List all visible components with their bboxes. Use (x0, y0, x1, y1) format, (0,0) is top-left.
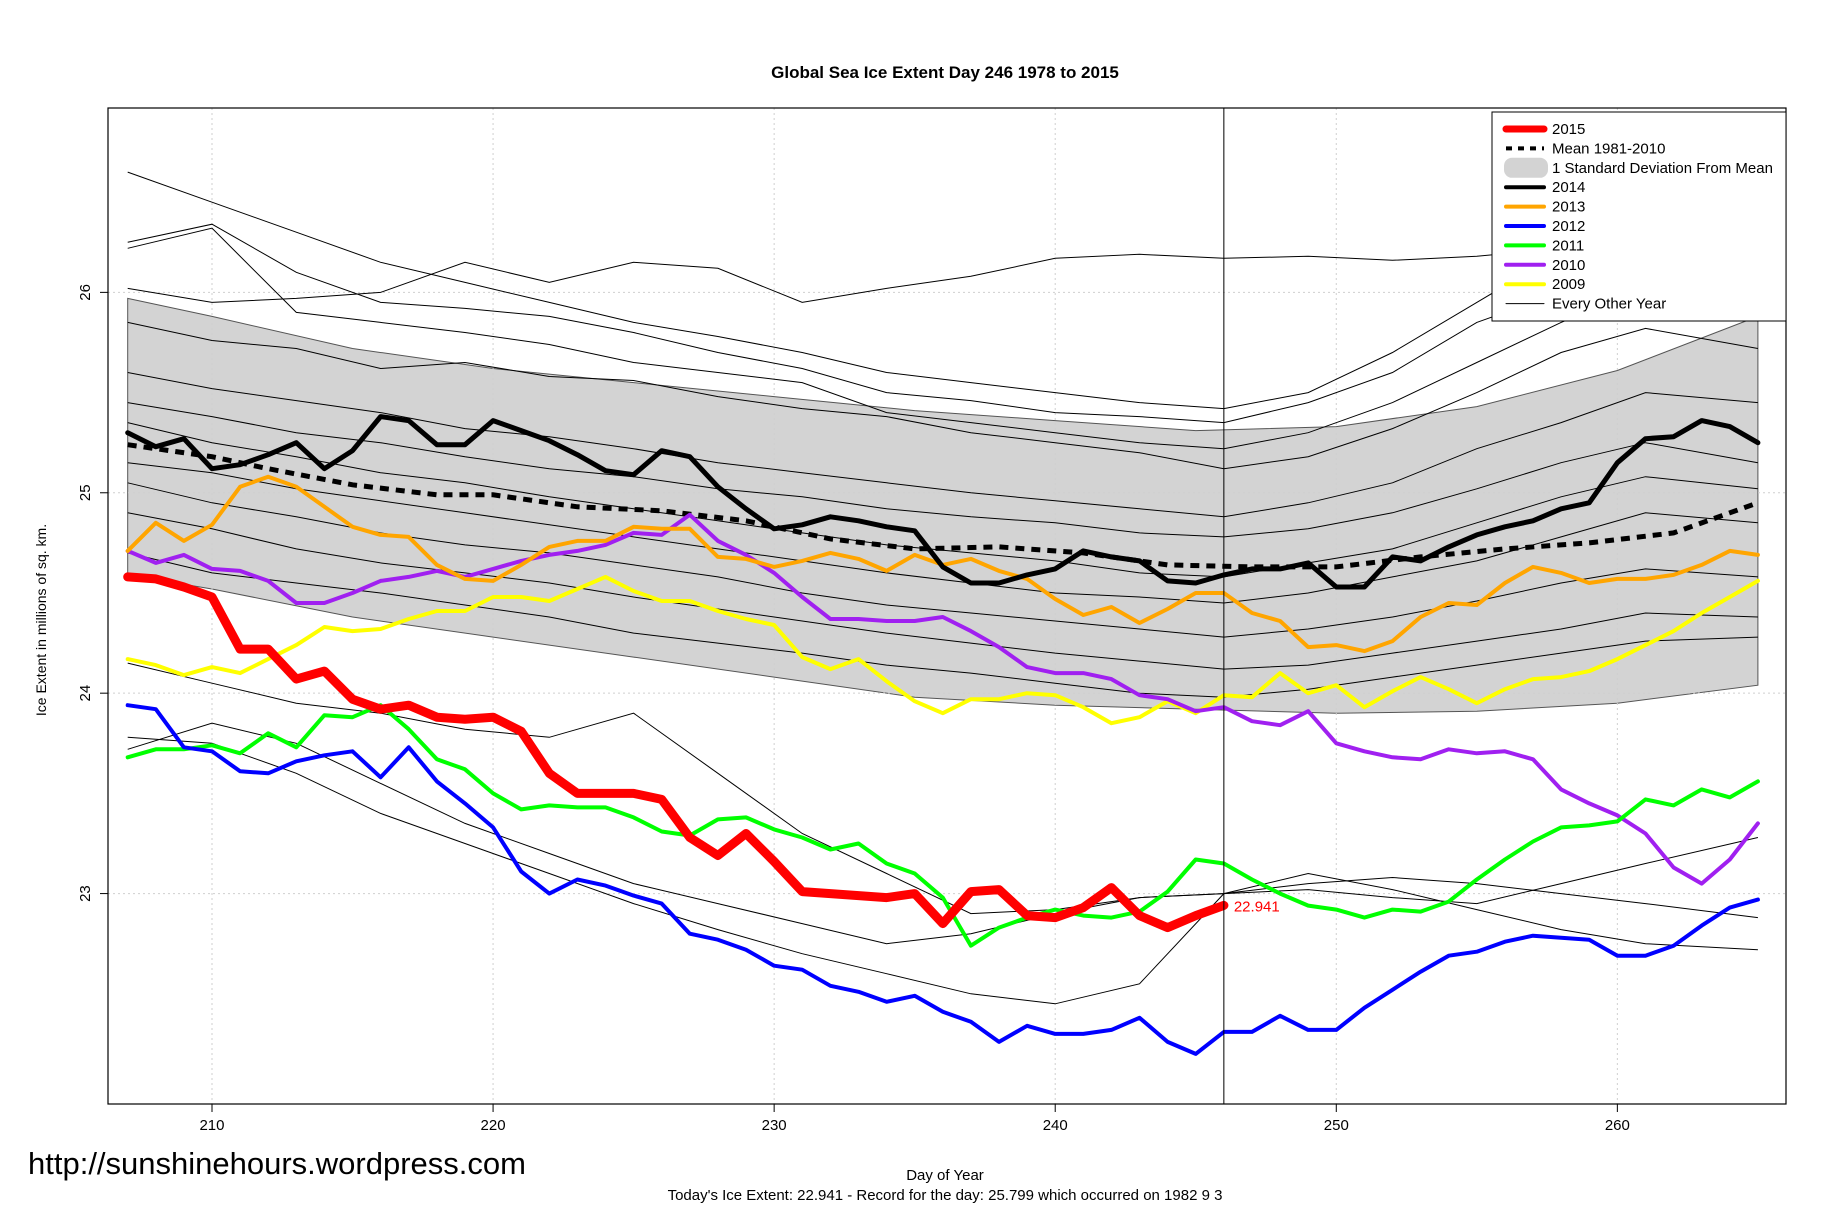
series-line-other-year (127, 552, 1758, 698)
y-tick-label: 26 (77, 284, 94, 301)
x-tick-label: 210 (199, 1117, 224, 1134)
x-axis-label: Day of Year (906, 1167, 984, 1184)
legend-label: 2015 (1552, 121, 1585, 138)
today-value-label: 22.941 (1234, 898, 1280, 915)
legend-label: 2011 (1552, 237, 1584, 254)
legend-label: 2010 (1552, 257, 1585, 274)
series-line-other-year (127, 147, 1759, 410)
chart-title: Global Sea Ice Extent Day 246 1978 to 20… (771, 63, 1119, 82)
series-line-other-year (127, 159, 1759, 424)
x-tick-label: 230 (762, 1117, 787, 1134)
legend-label: 2012 (1552, 218, 1585, 235)
footer-url[interactable]: http://sunshinehours.wordpress.com (28, 1146, 526, 1181)
series-line-other-year (127, 462, 1758, 604)
chart-subtitle: Today's Ice Extent: 22.941 - Record for … (668, 1187, 1223, 1204)
legend-label: 1 Standard Deviation From Mean (1552, 160, 1773, 177)
plot-area: 22.941 210 220 230 240 250 260 23 24 25 26 (77, 107, 1787, 1134)
series-line-2009 (125, 574, 1760, 726)
series-line-other-year (127, 512, 1758, 670)
legend-swatch (1504, 157, 1548, 178)
y-axis-label: Ice Extent in millions of sq. km. (33, 524, 49, 716)
std-dev-band (127, 297, 1759, 714)
legend-label: 2009 (1552, 276, 1585, 293)
x-tick-label: 250 (1324, 1117, 1349, 1134)
legend-label: 2013 (1552, 199, 1585, 216)
legend-label: 2014 (1552, 179, 1585, 196)
y-tick-label: 24 (77, 685, 94, 702)
series-line-other-year (127, 372, 1758, 518)
series-line-other-year (127, 402, 1758, 538)
x-tick-label: 220 (481, 1117, 506, 1134)
series-line-other-year (127, 736, 1758, 1005)
legend: 2015 Mean 1981-2010 1 Standard Deviation F… (1491, 111, 1787, 322)
series-line-2012 (125, 703, 1760, 1056)
series-line-other-year (127, 227, 1758, 450)
y-tick-label: 23 (77, 885, 94, 902)
legend-label: Mean 1981-2010 (1552, 140, 1665, 157)
series-line-2014 (125, 414, 1761, 590)
series-line-2010 (125, 512, 1760, 886)
series-line-2011 (125, 703, 1760, 948)
series-line-2015 (123, 572, 1229, 933)
series-line-other-year (127, 722, 1758, 945)
series-line-other-year (127, 231, 1759, 303)
legend-label: Every Other Year (1552, 296, 1666, 313)
x-tick-label: 240 (1043, 1117, 1068, 1134)
series-line-other-year (127, 321, 1758, 470)
x-tick-label: 260 (1605, 1117, 1630, 1134)
plot-frame (107, 107, 1787, 1105)
series-line-mean (127, 442, 1759, 570)
y-tick-label: 25 (77, 484, 94, 501)
